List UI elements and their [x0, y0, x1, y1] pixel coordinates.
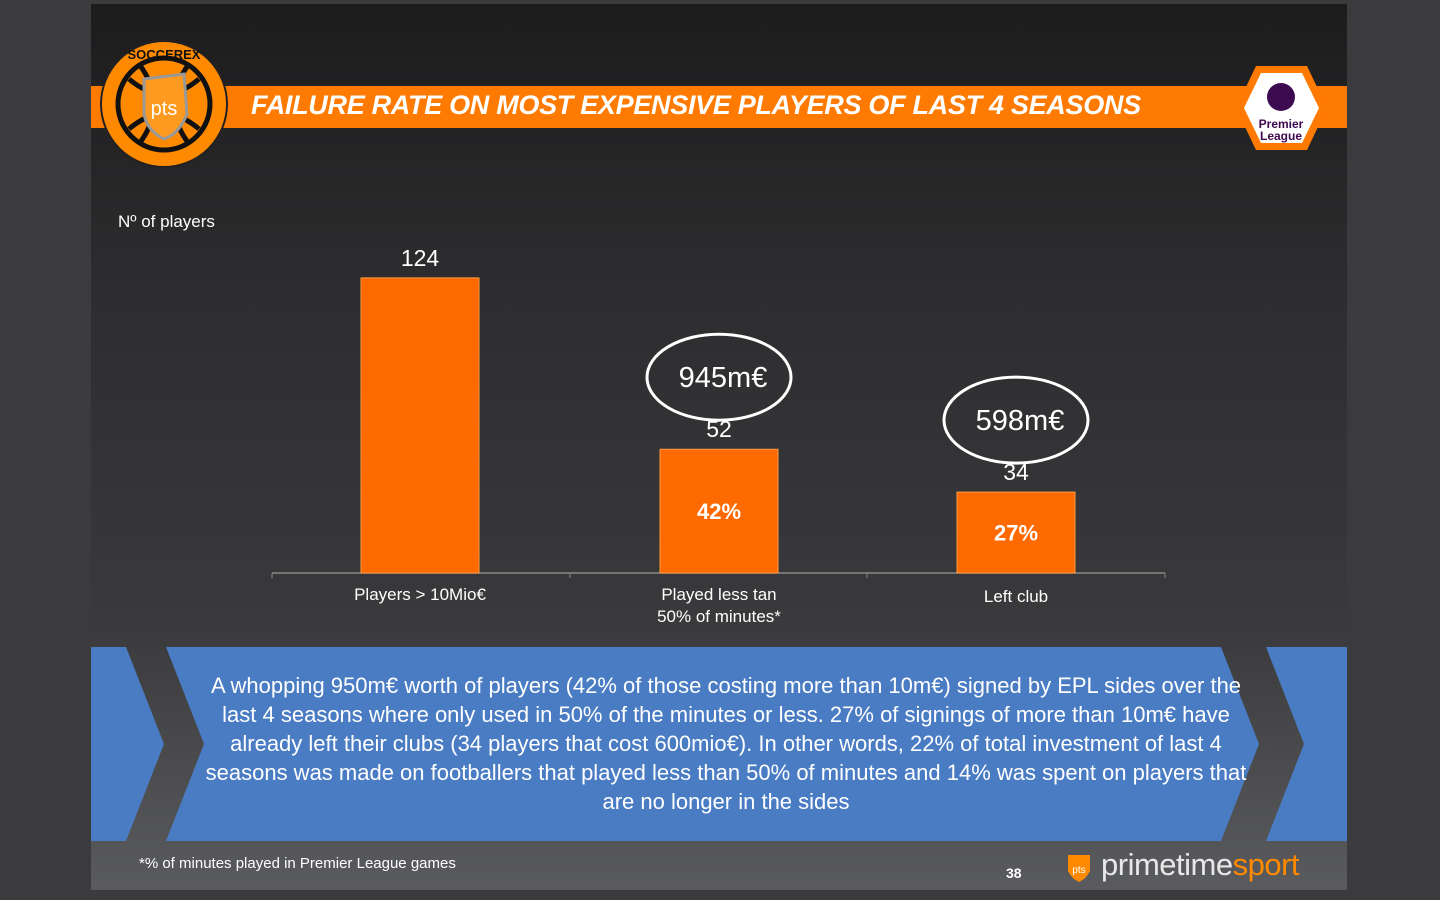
callout-label: 945m€: [679, 362, 768, 394]
callout-ellipse: [942, 375, 1090, 465]
category-label: Played less tan: [661, 585, 776, 604]
svg-text:pts: pts: [151, 98, 178, 120]
primetime-sport-logo: primetimesport: [1101, 847, 1300, 882]
page-number: 38: [1006, 865, 1022, 881]
bar-1: [659, 448, 779, 574]
premier-league-logo: Premier League: [1236, 66, 1327, 150]
svg-text:Premier: Premier: [1259, 117, 1304, 131]
svg-text:League: League: [1260, 129, 1302, 143]
pts-shield-icon: pts: [1068, 855, 1090, 882]
header-bar: [91, 86, 1347, 128]
percent-label: 42%: [697, 499, 741, 524]
callout-ellipse: [645, 332, 793, 422]
percent-label: 27%: [994, 521, 1038, 546]
y-axis-label: Nº of players: [118, 212, 215, 231]
footnote: *% of minutes played in Premier League g…: [139, 855, 456, 872]
summary-text: A whopping 950m€ worth of players (42% o…: [205, 673, 1247, 814]
value-label: 124: [401, 245, 440, 271]
category-label: Left club: [984, 587, 1048, 606]
category-label: Players > 10Mio€: [354, 585, 486, 604]
category-label: 50% of minutes*: [657, 607, 781, 626]
bar-2: [956, 491, 1076, 574]
svg-text:SOCCEREX: SOCCEREX: [128, 47, 201, 62]
bar-0: [360, 277, 480, 574]
callout-label: 598m€: [976, 405, 1065, 437]
soccerex-pts-transfer-review-logo: pts SOCCEREX: [100, 40, 228, 168]
slide-title: FAILURE RATE ON MOST EXPENSIVE PLAYERS O…: [251, 90, 1141, 120]
summary-banner: [91, 647, 1347, 841]
slide: FAILURE RATE ON MOST EXPENSIVE PLAYERS O…: [91, 4, 1347, 890]
svg-text:pts: pts: [1072, 865, 1085, 876]
